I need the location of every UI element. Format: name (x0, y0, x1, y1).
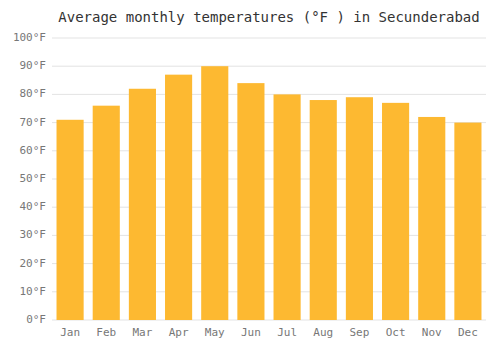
y-tick-label: 30°F (20, 228, 47, 241)
bar (274, 94, 301, 320)
x-tick-label: Aug (313, 326, 333, 339)
y-tick-label: 10°F (20, 285, 47, 298)
bar (129, 89, 156, 320)
bar (418, 117, 445, 320)
bar (165, 75, 192, 320)
bar (382, 103, 409, 320)
grid-line (52, 66, 486, 67)
y-tick-label: 70°F (20, 116, 47, 129)
bar (346, 97, 373, 320)
grid-line (52, 94, 486, 95)
x-axis: Jan Feb Mar Apr May Jun Jul Aug Sep Oct Nov Dec (60, 326, 478, 339)
x-tick-label: Jun (241, 326, 261, 339)
y-tick-label: 0°F (26, 313, 46, 326)
x-tick-label: Sep (349, 326, 369, 339)
y-tick-label: 60°F (20, 144, 47, 157)
grid-line (52, 38, 486, 39)
bar (93, 106, 120, 320)
x-tick-label: Dec (458, 326, 478, 339)
chart-container: Average monthly temperatures (°F ) in Se… (0, 0, 500, 350)
y-tick-label: 20°F (20, 257, 47, 270)
bar (201, 66, 228, 320)
y-tick-label: 90°F (20, 59, 47, 72)
x-tick-label: Jan (60, 326, 80, 339)
chart-title: Average monthly temperatures (°F ) in Se… (58, 9, 479, 25)
x-tick-label: Oct (386, 326, 406, 339)
y-axis: 0°F 10°F 20°F 30°F 40°F 50°F 60°F 70°F 80°F 90°F 1… (13, 31, 46, 326)
y-tick-label: 40°F (20, 200, 47, 213)
bar (454, 123, 481, 320)
chart-svg: Average monthly temperatures (°F ) in Se… (0, 0, 500, 350)
x-tick-label: Feb (96, 326, 116, 339)
y-tick-label: 80°F (20, 87, 47, 100)
bars (57, 66, 482, 320)
bar (310, 100, 337, 320)
x-tick-label: May (205, 326, 225, 339)
bar (57, 120, 84, 320)
y-tick-label: 50°F (20, 172, 47, 185)
grid (52, 38, 486, 320)
bar (237, 83, 264, 320)
x-tick-label: Apr (169, 326, 189, 339)
y-tick-label: 100°F (13, 31, 46, 44)
x-tick-label: Jul (277, 326, 297, 339)
x-tick-label: Nov (422, 326, 442, 339)
x-tick-label: Mar (132, 326, 152, 339)
